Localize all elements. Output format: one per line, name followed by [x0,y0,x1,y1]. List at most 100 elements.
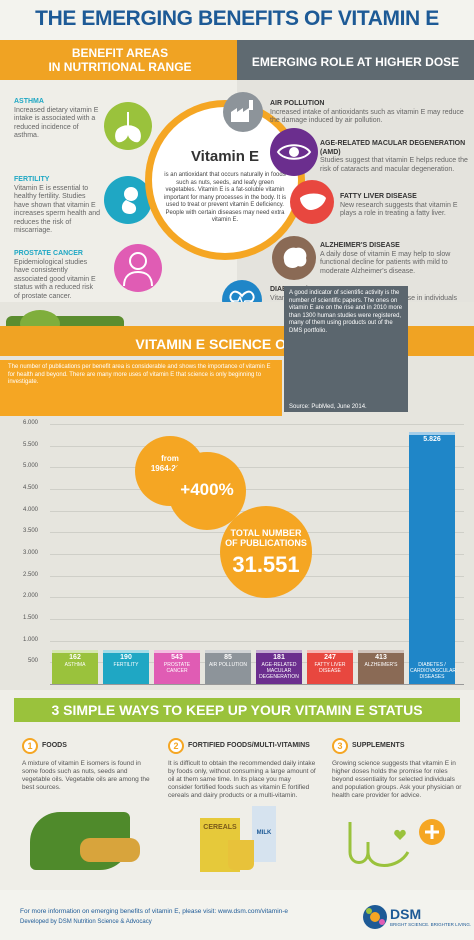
chart-value-label: 5.826 [423,435,441,443]
y-tick-label: 5.000 [22,463,38,470]
chart-value-label: 162 [69,654,81,661]
footer [0,890,474,940]
benefit-amd: AGE-RELATED MACULAR DEGENERATION (AMD) St… [320,140,468,173]
intro-box [0,360,282,416]
note-text: A good indicator of scientific activity … [289,290,403,334]
benefit-fatty-liver: FATTY LIVER DISEASE New research suggests… [340,193,458,217]
oil-bottle-icon-2 [228,840,254,870]
stethoscope-icon [348,819,445,867]
lungs-icon [104,102,152,150]
benefit-asthma: ASTHMA Increased dietary vitamin E intake… [14,98,99,139]
pct-label: +400% [180,480,234,499]
brain-icon [272,236,316,280]
note-box [284,286,408,412]
x-axis [50,684,464,685]
publications-chart: 6.000 5.500 5.000 4.500 4.000 3.500 3.000 2.500… [0,416,474,692]
way-title-3: SUPPLEMENTS [352,742,405,749]
chart-bar [409,431,455,684]
y-tick-label: 3.500 [22,528,38,535]
y-tick-label: 1.000 [22,636,38,643]
person-icon [114,244,162,292]
dsm-logo-icon [363,905,387,929]
chart-bar [256,650,302,684]
from-label: from 1964-2012 [150,454,190,473]
y-tick-label: 2.000 [22,593,38,600]
ways-band [14,698,460,722]
benefit-fertility: FERTILITY Vitamin E is essential to healt… [14,176,100,234]
y-tick-label: 5.500 [22,441,38,448]
chart-category-label: FERTILITY [113,662,139,668]
band-right-title: EMERGING ROLE AT HIGHER DOSE [251,55,460,69]
footer-info[interactable]: For more information on emerging benefit… [20,908,289,915]
ways-title: 3 SIMPLE WAYS TO KEEP UP YOUR VITAMIN E … [51,702,423,718]
chart-value-label: 247 [324,654,336,661]
milk-carton-icon: MILK [252,806,276,862]
way-title-2: FORTIFIED FOODS/MULTI-VITAMINS [188,742,310,749]
header [0,0,474,40]
nuts-icon [80,838,140,862]
y-tick-label: 500 [27,658,38,665]
gridline [50,467,464,469]
pct-circle [168,452,246,530]
chart-bar [358,650,404,684]
chart-category-label: ASTHMA [64,662,86,668]
chart-category-label: ALZHEIMER'S [364,662,398,668]
fetus-icon [104,176,152,224]
way-number-3: 3 [332,738,348,754]
way-number-1: 1 [22,738,38,754]
footer-credit: Developed by DSM Nutrition Science & Adv… [20,919,152,925]
total-circle [220,506,312,598]
benefit-air-pollution: AIR POLLUTION Increased intake of antioxi… [270,100,464,124]
chart-category-label: AGE-RELATED MACULAR DEGENERATION [259,662,299,680]
chart-bar [154,650,200,684]
y-tick-label: 3.000 [22,550,38,556]
chart-value-label: 85 [224,654,232,661]
chart-bar [307,650,353,684]
benefit-prostate: PROSTATE CANCER Epidemiological studies h… [14,250,96,300]
chart-category-label: FATTY LIVER DISEASE [314,662,346,674]
chart-category-label: DIABETES / CARDIOVASCULAR DISEASES [410,662,457,680]
chart-value-label: 181 [273,654,285,661]
way-text-3: Growing science suggests that vitamin E … [332,760,462,799]
y-tick-label: 1.500 [22,615,38,621]
chart-category-label: PROSTATE CANCER [163,662,191,674]
chart-bar [205,650,251,684]
note-source: Source: PubMed, June 2014. [289,404,367,410]
y-tick-label: 4.500 [22,485,38,491]
y-tick-label: 2.500 [22,571,38,578]
chart-bar [52,650,98,684]
y-tick-label: 4.000 [22,506,38,513]
gridline [50,640,464,642]
gridline [50,489,464,490]
gridline [50,597,464,599]
y-tick-label: 6.000 [22,420,38,426]
gridline [50,424,464,425]
dsm-brand: DSM [390,906,422,922]
band-left-title: BENEFIT AREAS IN NUTRITIONAL RANGE [48,46,192,74]
factory-icon [223,92,263,132]
chart-value-label: 190 [120,654,132,661]
gridline [50,619,464,620]
intro-text: The number of publications per benefit a… [8,364,271,385]
band-left [0,40,237,80]
chart-category-label: AIR POLLUTION [208,662,248,668]
eye-icon [270,128,318,176]
band-right [237,40,474,80]
chart-value-label: 413 [375,654,387,661]
page-title: THE EMERGING BENEFITS OF VITAMIN E [35,7,439,30]
cereal-label: CEREALS [203,824,237,831]
total-value: 31.551 [232,552,300,577]
chart-value-label: 543 [171,654,183,661]
way-number-2: 2 [168,738,184,754]
vitamin-circle-inner [152,107,298,253]
milk-label: MILK [256,830,272,836]
vitamin-text: is an antioxidant that occurs naturally … [163,172,287,223]
way-text-2: It is difficult to obtain the recommende… [168,760,316,799]
total-label: TOTAL NUMBER OF PUBLICATIONS [225,528,307,548]
liver-icon [290,180,334,224]
vitamin-title: Vitamin E [190,148,260,165]
way-text-1: A mixture of vitamin E isomers is found … [22,760,150,791]
gridline [50,445,464,447]
benefit-alzheimers: ALZHEIMER'S DISEASE A daily dose of vitam… [320,242,451,275]
dsm-tagline: BRIGHT SCIENCE. BRIGHTER LIVING. [390,922,472,927]
